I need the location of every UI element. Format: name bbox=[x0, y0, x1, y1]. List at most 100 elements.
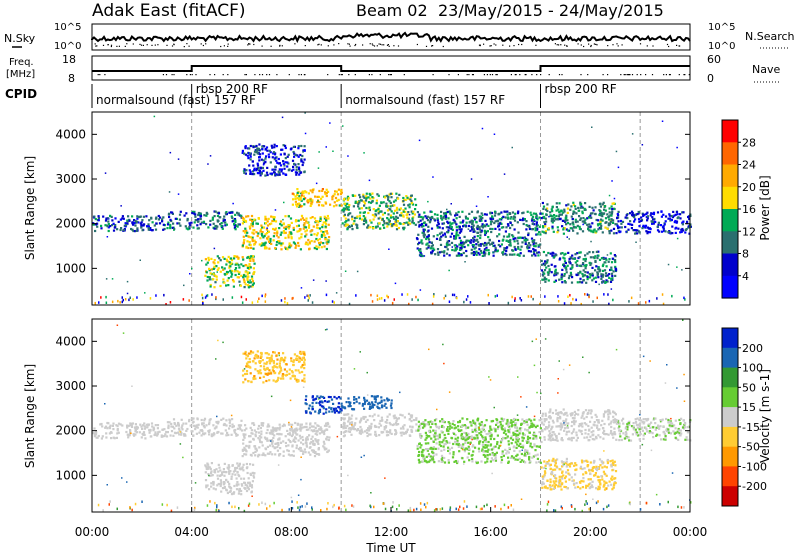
range-cell bbox=[445, 429, 449, 432]
range-cell bbox=[530, 237, 534, 240]
range-cell bbox=[315, 182, 318, 185]
range-cell bbox=[540, 269, 543, 272]
range-cell bbox=[310, 429, 313, 432]
range-cell bbox=[101, 425, 104, 428]
range-cell bbox=[676, 266, 678, 268]
range-cell bbox=[265, 373, 268, 376]
range-cell bbox=[344, 426, 347, 430]
nave-point bbox=[327, 74, 329, 76]
range-cell bbox=[166, 431, 169, 434]
range-cell bbox=[347, 427, 350, 430]
range-cell bbox=[446, 428, 449, 431]
range-cell bbox=[549, 252, 552, 255]
range-cell bbox=[177, 424, 180, 427]
range-cell bbox=[502, 235, 506, 238]
range-cell bbox=[529, 250, 532, 253]
range-cell bbox=[557, 300, 560, 303]
range-cell bbox=[612, 202, 615, 205]
range-cell bbox=[534, 212, 538, 215]
range-cell bbox=[644, 224, 648, 227]
range-cell bbox=[411, 217, 414, 220]
range-cell bbox=[467, 244, 470, 247]
freq-unit-label: [MHz] bbox=[6, 69, 35, 80]
frequency-trace bbox=[92, 65, 690, 76]
range-cell bbox=[419, 250, 422, 253]
range-cell bbox=[455, 247, 458, 251]
range-cell bbox=[235, 434, 238, 437]
range-cell bbox=[296, 433, 299, 436]
range-cell bbox=[249, 350, 253, 353]
range-cell bbox=[448, 254, 451, 257]
range-cell bbox=[266, 220, 269, 223]
range-cell bbox=[455, 226, 458, 229]
range-cell bbox=[602, 201, 605, 204]
range-cell bbox=[151, 425, 154, 428]
range-cell bbox=[541, 230, 544, 233]
range-cell bbox=[252, 476, 256, 479]
range-cell bbox=[186, 427, 189, 431]
range-cell bbox=[463, 448, 466, 451]
range-cell bbox=[111, 278, 114, 280]
range-cell bbox=[571, 264, 574, 267]
range-cell bbox=[229, 419, 232, 422]
nave-point bbox=[580, 74, 582, 76]
range-cell bbox=[566, 222, 570, 225]
range-cell bbox=[614, 267, 617, 270]
range-cell bbox=[274, 365, 277, 368]
range-cell bbox=[522, 421, 525, 425]
range-cell bbox=[286, 429, 289, 432]
range-cell bbox=[318, 432, 321, 435]
range-cell bbox=[328, 425, 331, 428]
range-cell bbox=[450, 426, 453, 429]
range-cell bbox=[117, 220, 120, 223]
range-cell bbox=[287, 234, 290, 237]
range-cell bbox=[305, 403, 308, 406]
range-cell bbox=[557, 215, 560, 218]
range-cell bbox=[381, 419, 384, 422]
range-cell bbox=[296, 422, 299, 425]
range-cell bbox=[288, 224, 291, 227]
range-cell bbox=[175, 432, 178, 435]
range-cell bbox=[612, 232, 616, 235]
range-cell bbox=[479, 236, 482, 240]
range-cell bbox=[373, 215, 376, 218]
nave-point bbox=[254, 74, 256, 76]
nave-point bbox=[448, 74, 450, 76]
range-cell bbox=[313, 455, 317, 458]
range-cell bbox=[207, 430, 210, 433]
range-cell bbox=[244, 433, 247, 436]
range-cell bbox=[246, 154, 249, 157]
range-cell bbox=[487, 249, 490, 252]
range-cell bbox=[340, 409, 343, 412]
range-cell bbox=[182, 298, 185, 301]
range-cell bbox=[393, 417, 396, 420]
range-cell bbox=[192, 420, 195, 423]
range-cell bbox=[610, 214, 613, 217]
range-cell bbox=[506, 420, 509, 423]
range-cell bbox=[307, 451, 310, 454]
range-cell bbox=[368, 179, 371, 182]
range-cell bbox=[511, 146, 513, 149]
range-cell bbox=[223, 423, 227, 426]
range-cell bbox=[274, 209, 277, 211]
range-cell bbox=[344, 217, 347, 220]
range-cell bbox=[442, 216, 445, 219]
range-cell bbox=[357, 205, 360, 208]
range-cell bbox=[132, 433, 135, 436]
range-cell bbox=[243, 436, 246, 439]
range-cell bbox=[405, 221, 408, 224]
range-cell bbox=[371, 200, 374, 203]
range-cell bbox=[212, 487, 215, 490]
range-cell bbox=[539, 436, 542, 439]
range-cell bbox=[199, 429, 202, 432]
range-cell bbox=[489, 425, 492, 428]
range-cell bbox=[627, 222, 630, 225]
range-cell bbox=[578, 256, 581, 259]
range-cell bbox=[305, 410, 308, 413]
range-cell bbox=[254, 454, 257, 457]
cpid-segment-label: normalsound (fast) 157 RF bbox=[345, 93, 505, 107]
range-cell bbox=[242, 219, 245, 222]
range-cell bbox=[117, 299, 119, 303]
range-cell bbox=[262, 422, 265, 425]
range-cell bbox=[519, 297, 521, 300]
